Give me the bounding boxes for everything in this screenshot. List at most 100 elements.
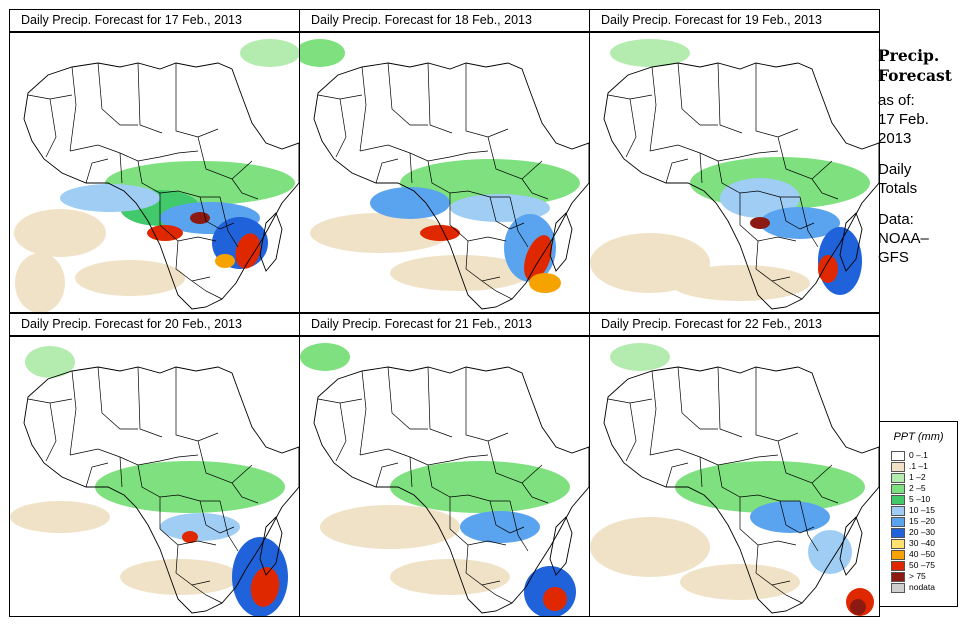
country-border [27,94,73,100]
precip-area [390,559,510,595]
legend-label: 15 –20 [909,516,935,526]
country-border [487,440,543,484]
country-border [317,398,363,404]
legend-item: > 75 [880,571,957,582]
country-border [317,94,363,100]
country-border [677,366,718,430]
precip-area [250,567,280,607]
precip-area [370,187,450,219]
country-border [359,370,367,456]
legend-swatch [891,572,905,582]
country-border [811,482,839,504]
precip-area [420,225,460,241]
panel-title: Daily Precip. Forecast for 17 Feb., 2013 [9,9,300,32]
legend-title: PPT (mm) [893,431,944,443]
legend-item: 0 –.1 [880,450,957,461]
precip-area [850,599,866,615]
precip-area [10,501,110,533]
country-border [175,544,211,586]
precip-area [818,255,838,283]
country-border [625,98,637,158]
country-border [649,448,779,466]
africa-map [14,39,299,312]
legend-item: 5 –10 [880,494,957,505]
precip-area [60,184,160,212]
precip-map [299,32,590,313]
forecast-panel-feb21: Daily Precip. Forecast for 21 Feb., 2013 [299,313,590,617]
coastline [549,212,573,272]
africa-map [300,343,589,616]
country-border [69,448,199,466]
country-border [69,370,77,456]
legend-label: 0 –.1 [909,450,928,460]
legend-label: 50 –75 [909,560,935,570]
country-border [799,196,819,248]
precip-area [15,253,65,312]
country-border [649,370,657,456]
country-border [137,160,220,198]
forecast-panel-feb22: Daily Precip. Forecast for 22 Feb., 2013 [589,313,880,617]
precip-area [240,39,299,67]
legend-label: .1 –1 [909,461,928,471]
coastline [839,212,863,272]
legend-item: 50 –75 [880,560,957,571]
precip-area [215,254,235,268]
legend-swatch [891,517,905,527]
country-border [699,152,703,184]
country-border [509,196,529,248]
country-border [45,402,57,462]
legend-label: 30 –40 [909,538,935,548]
precip-area [760,207,840,239]
country-border [219,500,239,552]
panel-title: Daily Precip. Forecast for 22 Feb., 2013 [589,313,880,336]
precip-area [310,213,450,253]
country-border [755,240,791,282]
legend-item: 2 –5 [880,483,957,494]
country-border [409,152,413,184]
legend-label: 20 –30 [909,527,935,537]
legend-swatch [891,473,905,483]
legend-swatch [891,462,905,472]
precip-area [670,265,810,301]
country-border [427,366,453,438]
country-border [231,482,259,504]
country-border [427,160,510,198]
coastline [259,212,283,272]
country-border [677,62,718,126]
country-border [427,464,510,502]
precip-area [235,233,261,269]
country-border [175,63,219,138]
legend-swatch [891,451,905,461]
country-border [777,136,833,180]
forecast-panel-feb18: Daily Precip. Forecast for 18 Feb., 2013 [299,9,590,313]
legend-item: 40 –50 [880,549,957,560]
country-border [69,66,77,152]
country-border [465,240,501,282]
asof-year: 2013 [878,130,912,147]
precip-area [300,39,345,67]
panel-title: Daily Precip. Forecast for 19 Feb., 2013 [589,9,880,32]
country-border [137,464,220,502]
source-label: Data: [878,211,914,228]
country-border [521,178,549,200]
legend-item: 10 –15 [880,505,957,516]
precip-area [190,212,210,224]
country-border [665,158,689,184]
africa-map [590,39,879,310]
country-border [717,366,743,438]
country-border [69,144,199,162]
country-border [717,160,800,198]
legend-swatch [891,539,905,549]
legend-swatch [891,495,905,505]
legend-swatch [891,550,905,560]
precip-area [160,513,240,541]
precip-area [14,209,106,257]
legend-item: 30 –40 [880,538,957,549]
asof-label: as of: [878,92,915,109]
precip-area [610,343,670,371]
country-border [717,464,800,502]
precip-area [750,217,770,229]
precip-area [750,501,830,533]
panel-title: Daily Precip. Forecast for 20 Feb., 2013 [9,313,300,336]
forecast-panel-feb20: Daily Precip. Forecast for 20 Feb., 2013 [9,313,300,617]
